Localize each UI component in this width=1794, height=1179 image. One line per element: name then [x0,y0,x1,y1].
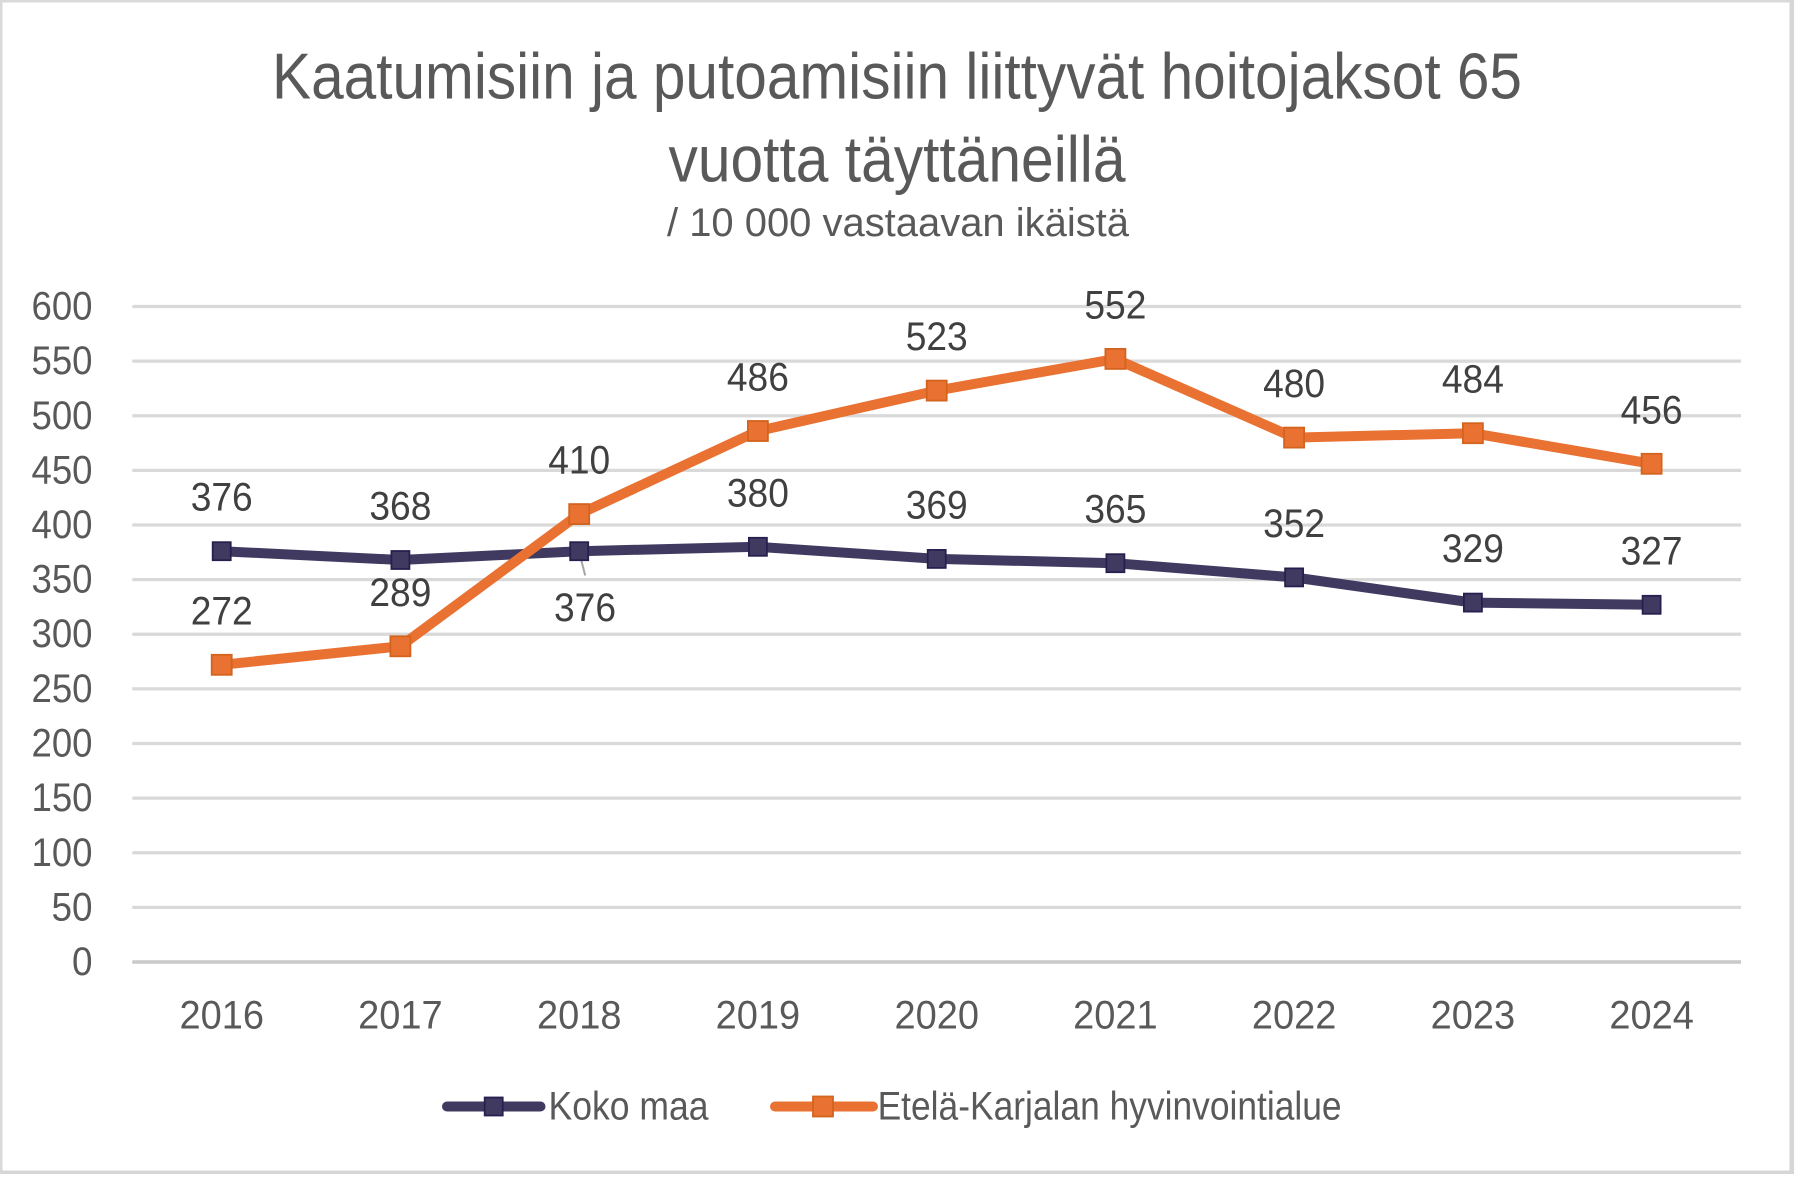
svg-text:2017: 2017 [358,994,443,1038]
svg-text:550: 550 [32,339,93,383]
svg-text:450: 450 [32,448,93,492]
svg-text:376: 376 [191,476,253,520]
svg-text:600: 600 [32,285,93,329]
svg-text:0: 0 [72,940,93,984]
svg-text:484: 484 [1442,358,1504,402]
svg-text:200: 200 [32,722,93,766]
svg-text:2019: 2019 [716,994,801,1038]
svg-text:352: 352 [1263,502,1325,546]
svg-text:480: 480 [1263,362,1325,406]
svg-text:327: 327 [1621,529,1683,573]
svg-text:100: 100 [32,831,93,875]
svg-text:Etelä-Karjalan hyvinvointialue: Etelä-Karjalan hyvinvointialue [878,1085,1342,1129]
svg-text:410: 410 [548,439,610,483]
svg-text:486: 486 [727,356,789,400]
svg-text:50: 50 [52,885,93,929]
svg-text:300: 300 [32,612,93,656]
svg-text:500: 500 [32,394,93,438]
svg-text:150: 150 [32,776,93,820]
svg-text:369: 369 [906,483,968,527]
svg-text:368: 368 [369,485,431,529]
svg-text:380: 380 [727,471,789,515]
svg-text:2021: 2021 [1073,994,1158,1038]
svg-text:523: 523 [906,315,968,359]
svg-text:2023: 2023 [1431,994,1516,1038]
svg-text:289: 289 [369,571,431,615]
svg-text:/ 10 000 vastaavan ikäistä: / 10 000 vastaavan ikäistä [667,201,1130,245]
svg-text:350: 350 [32,558,93,602]
svg-text:2018: 2018 [537,994,622,1038]
svg-text:2024: 2024 [1609,994,1694,1038]
svg-text:456: 456 [1621,388,1683,432]
svg-text:552: 552 [1084,283,1146,327]
svg-text:vuotta täyttäneillä: vuotta täyttäneillä [669,123,1127,196]
svg-text:272: 272 [191,589,253,633]
svg-text:Kaatumisiin ja putoamisiin lii: Kaatumisiin ja putoamisiin liittyvät hoi… [272,40,1522,113]
svg-text:2016: 2016 [179,994,264,1038]
svg-text:376: 376 [554,586,616,630]
svg-text:250: 250 [32,667,93,711]
svg-text:329: 329 [1442,527,1504,571]
svg-text:2022: 2022 [1252,994,1337,1038]
svg-text:2020: 2020 [894,994,979,1038]
svg-text:Koko maa: Koko maa [549,1085,710,1129]
svg-text:400: 400 [32,503,93,547]
svg-text:365: 365 [1084,488,1146,532]
